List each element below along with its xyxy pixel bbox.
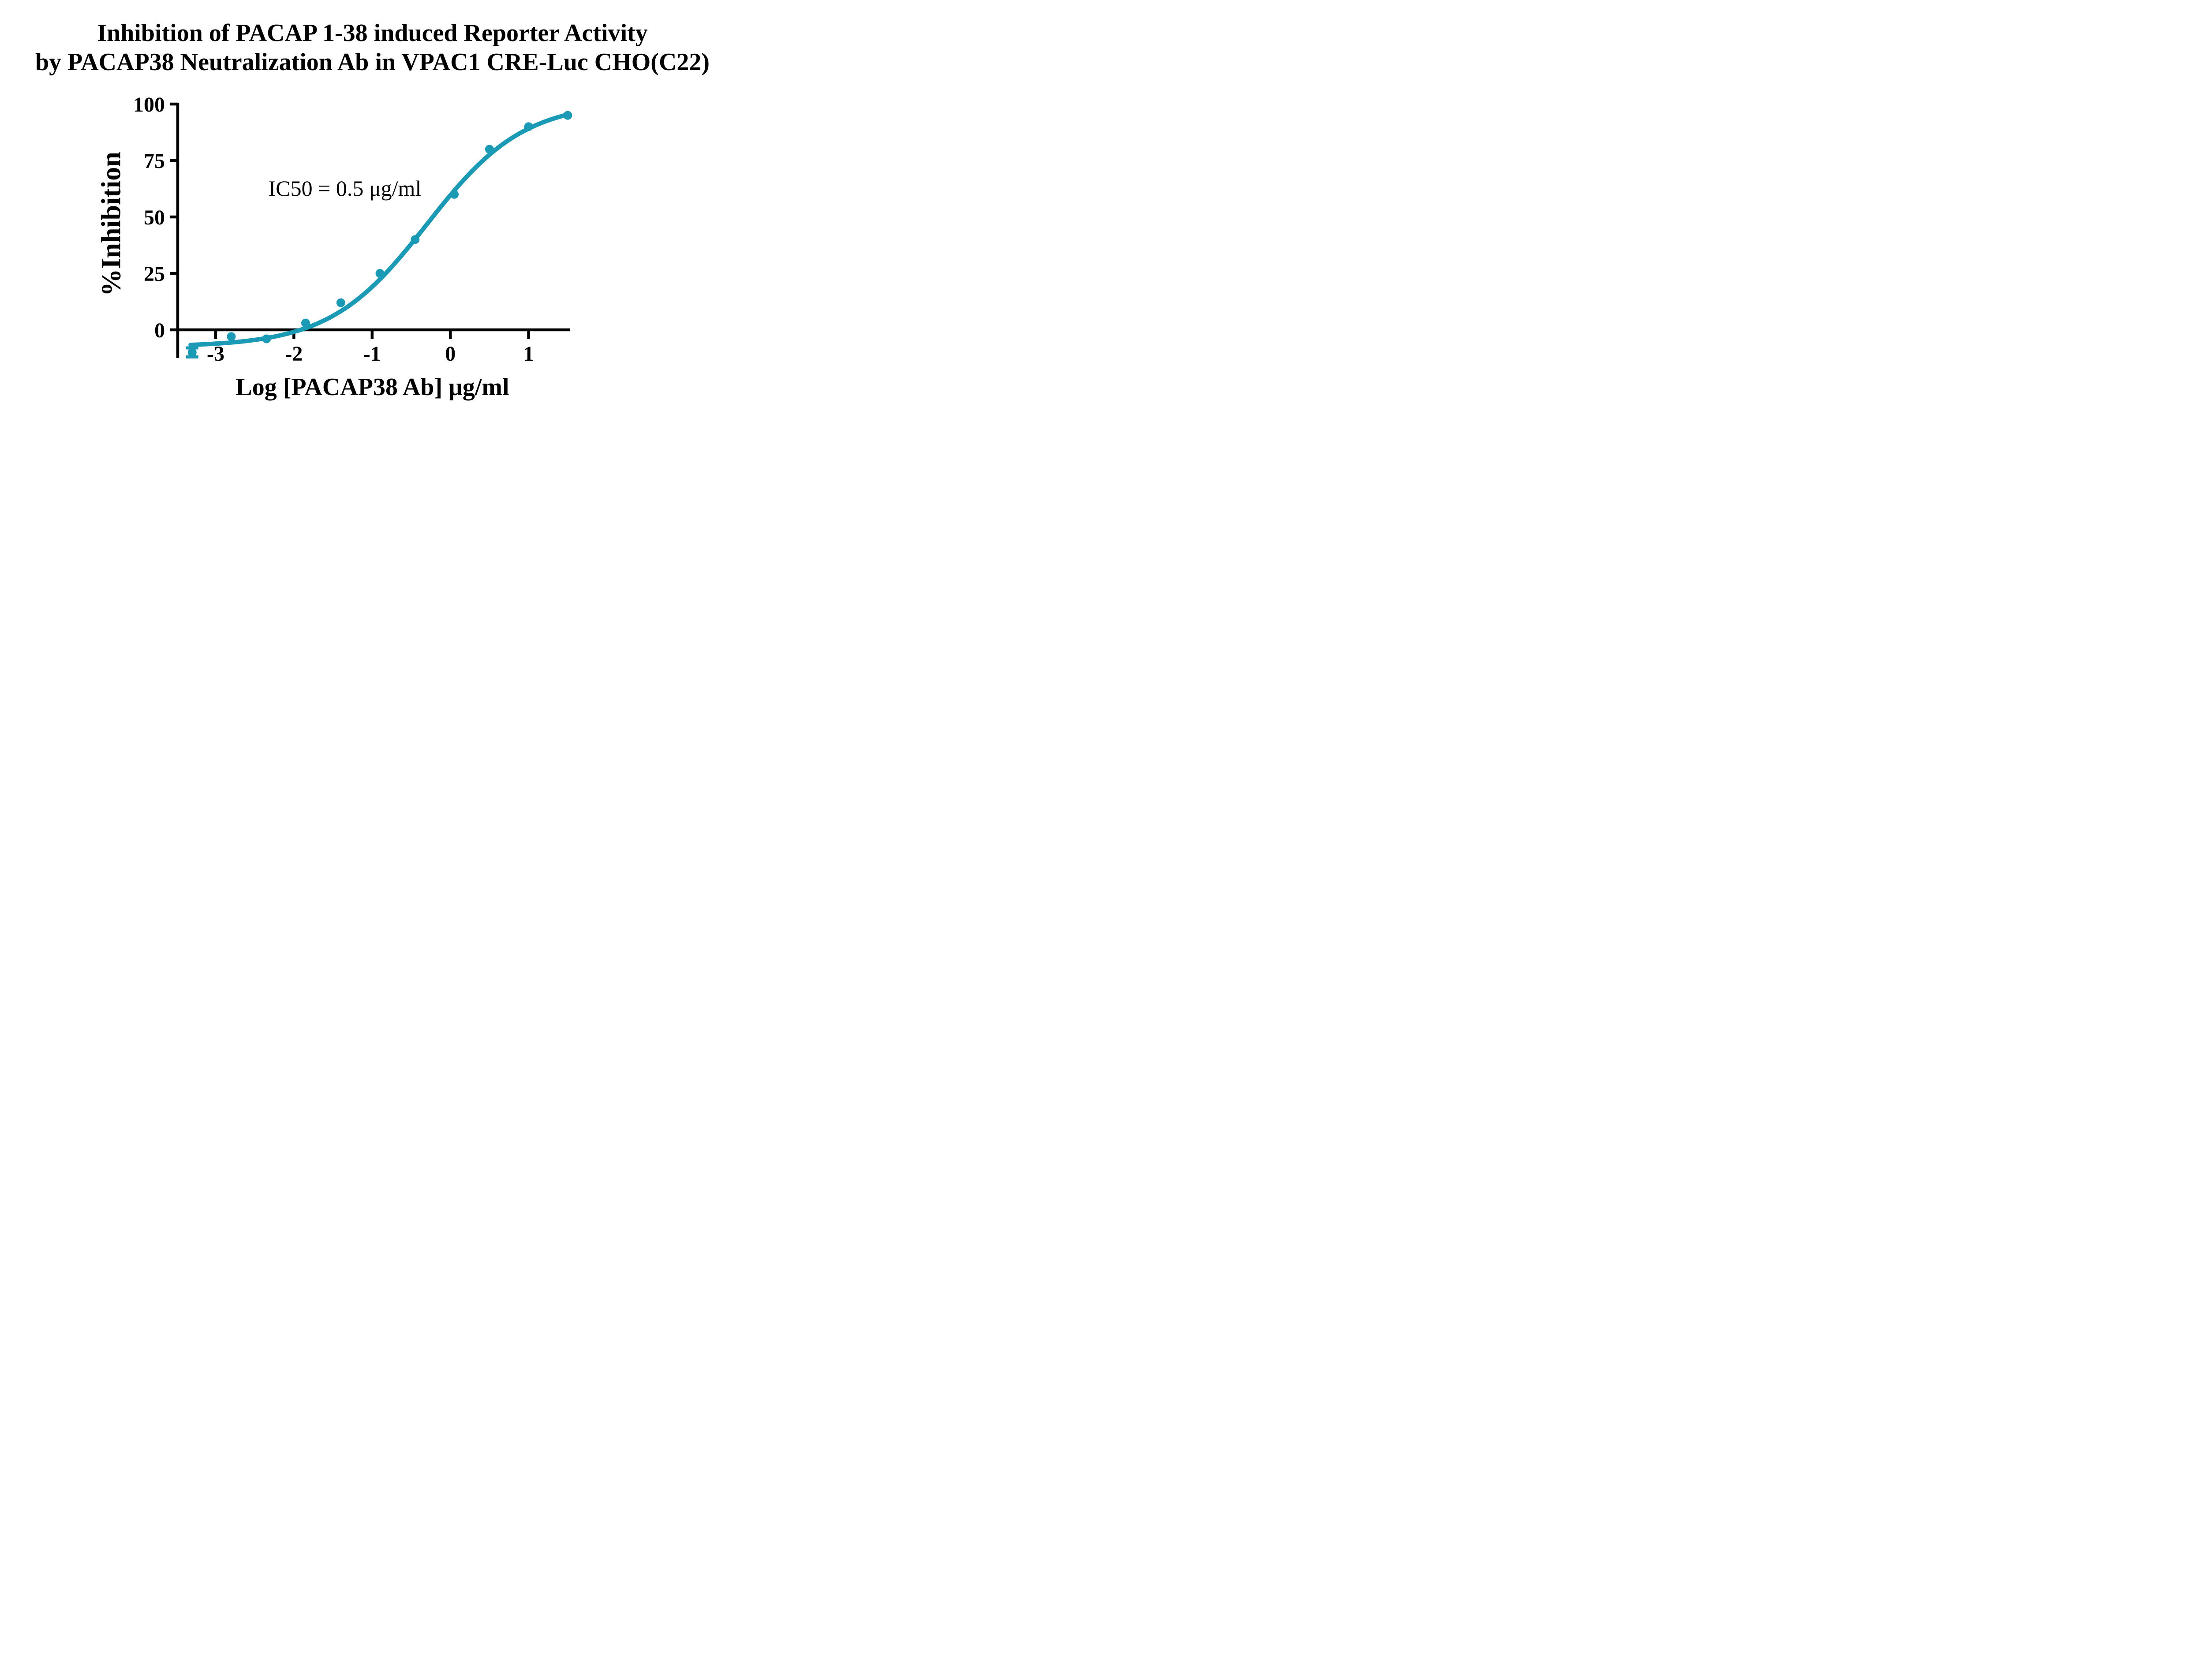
x-tick-label: -2 <box>285 342 303 366</box>
y-tick-label: 25 <box>144 262 165 286</box>
data-point <box>262 334 271 343</box>
fit-curve <box>188 112 568 347</box>
chart-title-line1: Inhibition of PACAP 1-38 induced Reporte… <box>97 19 648 47</box>
x-tick-label: 0 <box>445 342 456 366</box>
data-point <box>563 111 572 120</box>
figure-page: Inhibition of PACAP 1-38 induced Reporte… <box>0 0 745 420</box>
y-tick-label: 75 <box>144 149 165 173</box>
data-point <box>301 318 310 328</box>
y-tick-label: 0 <box>154 319 165 342</box>
chart-title: Inhibition of PACAP 1-38 induced Reporte… <box>0 19 745 77</box>
data-point <box>524 122 533 131</box>
data-point <box>336 298 345 307</box>
x-axis-label: Log [PACAP38 Ab] μg/ml <box>235 373 509 401</box>
data-point <box>450 190 459 199</box>
data-point <box>375 269 385 278</box>
data-point <box>187 348 197 357</box>
x-tick-label: 1 <box>523 342 534 366</box>
y-tick-label: 100 <box>133 93 165 116</box>
data-point <box>411 235 420 244</box>
x-tick-label: -1 <box>363 342 381 366</box>
y-tick-label: 50 <box>144 206 165 229</box>
chart-title-line2: by PACAP38 Neutralization Ab in VPAC1 CR… <box>35 49 710 76</box>
data-point <box>485 145 494 154</box>
data-point <box>227 332 236 341</box>
ic50-annotation: IC50 = 0.5 μg/ml <box>268 176 422 201</box>
